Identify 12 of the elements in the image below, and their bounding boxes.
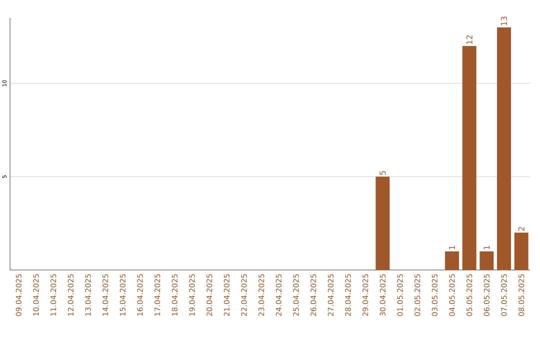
data-label: 1	[484, 246, 490, 250]
bar	[462, 46, 476, 270]
data-label: 2	[518, 227, 524, 231]
bar	[480, 251, 494, 270]
bar	[497, 27, 512, 270]
data-label: 5	[380, 171, 386, 175]
data-label: 1	[449, 246, 455, 250]
data-label: 13	[500, 16, 508, 26]
bar	[445, 251, 460, 270]
bar	[514, 232, 528, 270]
bar	[376, 176, 390, 270]
data-label: 12	[466, 35, 472, 44]
